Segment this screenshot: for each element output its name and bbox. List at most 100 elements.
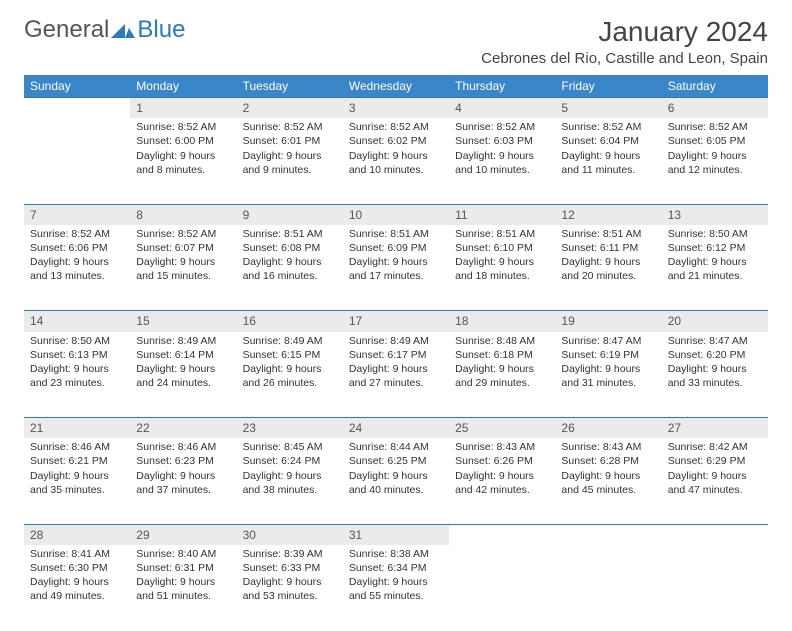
sunset-line: Sunset: 6:29 PM (668, 454, 762, 468)
day-info-cell: Sunrise: 8:52 AMSunset: 6:03 PMDaylight:… (449, 118, 555, 204)
day-number-cell: 21 (24, 418, 130, 439)
sunrise-line: Sunrise: 8:49 AM (243, 334, 337, 348)
sunrise-line: Sunrise: 8:41 AM (30, 547, 124, 561)
sunrise-line: Sunrise: 8:49 AM (136, 334, 230, 348)
sunrise-line: Sunrise: 8:42 AM (668, 440, 762, 454)
weekday-header: Saturday (662, 75, 768, 98)
day-number-cell: 19 (555, 311, 661, 332)
day-number-cell: 1 (130, 98, 236, 119)
weekday-header: Monday (130, 75, 236, 98)
day-number-cell: 9 (237, 204, 343, 225)
sunset-line: Sunset: 6:15 PM (243, 348, 337, 362)
daylight-line: Daylight: 9 hours and 8 minutes. (136, 149, 230, 177)
day-number-cell: 29 (130, 524, 236, 545)
sunset-line: Sunset: 6:20 PM (668, 348, 762, 362)
sunset-line: Sunset: 6:24 PM (243, 454, 337, 468)
daylight-line: Daylight: 9 hours and 13 minutes. (30, 255, 124, 283)
daylight-line: Daylight: 9 hours and 15 minutes. (136, 255, 230, 283)
day-number-cell: 7 (24, 204, 130, 225)
sunrise-line: Sunrise: 8:52 AM (243, 120, 337, 134)
day-number-cell: 18 (449, 311, 555, 332)
day-number-cell (662, 524, 768, 545)
sunset-line: Sunset: 6:03 PM (455, 134, 549, 148)
sunset-line: Sunset: 6:11 PM (561, 241, 655, 255)
day-info-cell: Sunrise: 8:46 AMSunset: 6:23 PMDaylight:… (130, 438, 236, 524)
sunset-line: Sunset: 6:17 PM (349, 348, 443, 362)
day-number-cell: 15 (130, 311, 236, 332)
weekday-header: Sunday (24, 75, 130, 98)
weekday-header: Wednesday (343, 75, 449, 98)
daylight-line: Daylight: 9 hours and 35 minutes. (30, 469, 124, 497)
page-header: General Blue January 2024 Cebrones del R… (24, 16, 768, 67)
day-info-cell: Sunrise: 8:49 AMSunset: 6:17 PMDaylight:… (343, 332, 449, 418)
sunrise-line: Sunrise: 8:40 AM (136, 547, 230, 561)
sunset-line: Sunset: 6:08 PM (243, 241, 337, 255)
day-info-cell: Sunrise: 8:52 AMSunset: 6:02 PMDaylight:… (343, 118, 449, 204)
day-info-cell: Sunrise: 8:39 AMSunset: 6:33 PMDaylight:… (237, 545, 343, 631)
day-info-cell (24, 118, 130, 204)
sunset-line: Sunset: 6:12 PM (668, 241, 762, 255)
daynum-row: 123456 (24, 98, 768, 119)
sunrise-line: Sunrise: 8:51 AM (243, 227, 337, 241)
title-block: January 2024 Cebrones del Rio, Castille … (481, 16, 768, 67)
sunrise-line: Sunrise: 8:43 AM (455, 440, 549, 454)
day-info-cell: Sunrise: 8:43 AMSunset: 6:28 PMDaylight:… (555, 438, 661, 524)
sunrise-line: Sunrise: 8:49 AM (349, 334, 443, 348)
sunset-line: Sunset: 6:01 PM (243, 134, 337, 148)
day-info-cell: Sunrise: 8:40 AMSunset: 6:31 PMDaylight:… (130, 545, 236, 631)
sunrise-line: Sunrise: 8:52 AM (455, 120, 549, 134)
day-info-cell: Sunrise: 8:42 AMSunset: 6:29 PMDaylight:… (662, 438, 768, 524)
day-number-cell: 28 (24, 524, 130, 545)
day-number-cell: 8 (130, 204, 236, 225)
daylight-line: Daylight: 9 hours and 18 minutes. (455, 255, 549, 283)
day-number-cell: 10 (343, 204, 449, 225)
daylight-line: Daylight: 9 hours and 12 minutes. (668, 149, 762, 177)
logo: General Blue (24, 16, 185, 44)
day-info-cell: Sunrise: 8:52 AMSunset: 6:06 PMDaylight:… (24, 225, 130, 311)
day-info-cell: Sunrise: 8:51 AMSunset: 6:09 PMDaylight:… (343, 225, 449, 311)
calendar-table: Sunday Monday Tuesday Wednesday Thursday… (24, 75, 768, 631)
sunrise-line: Sunrise: 8:47 AM (561, 334, 655, 348)
sunset-line: Sunset: 6:34 PM (349, 561, 443, 575)
info-row: Sunrise: 8:52 AMSunset: 6:06 PMDaylight:… (24, 225, 768, 311)
sunrise-line: Sunrise: 8:52 AM (561, 120, 655, 134)
sunset-line: Sunset: 6:04 PM (561, 134, 655, 148)
daylight-line: Daylight: 9 hours and 55 minutes. (349, 575, 443, 603)
day-number-cell: 2 (237, 98, 343, 119)
day-info-cell (662, 545, 768, 631)
weekday-header: Tuesday (237, 75, 343, 98)
day-number-cell: 4 (449, 98, 555, 119)
day-info-cell: Sunrise: 8:47 AMSunset: 6:20 PMDaylight:… (662, 332, 768, 418)
sunset-line: Sunset: 6:28 PM (561, 454, 655, 468)
day-info-cell: Sunrise: 8:51 AMSunset: 6:11 PMDaylight:… (555, 225, 661, 311)
sunset-line: Sunset: 6:26 PM (455, 454, 549, 468)
daylight-line: Daylight: 9 hours and 47 minutes. (668, 469, 762, 497)
daylight-line: Daylight: 9 hours and 42 minutes. (455, 469, 549, 497)
daynum-row: 78910111213 (24, 204, 768, 225)
weekday-header: Thursday (449, 75, 555, 98)
daylight-line: Daylight: 9 hours and 40 minutes. (349, 469, 443, 497)
daylight-line: Daylight: 9 hours and 10 minutes. (455, 149, 549, 177)
day-info-cell: Sunrise: 8:50 AMSunset: 6:12 PMDaylight:… (662, 225, 768, 311)
sunrise-line: Sunrise: 8:51 AM (349, 227, 443, 241)
sunset-line: Sunset: 6:00 PM (136, 134, 230, 148)
daylight-line: Daylight: 9 hours and 33 minutes. (668, 362, 762, 390)
sunrise-line: Sunrise: 8:39 AM (243, 547, 337, 561)
day-info-cell: Sunrise: 8:41 AMSunset: 6:30 PMDaylight:… (24, 545, 130, 631)
day-number-cell: 31 (343, 524, 449, 545)
day-info-cell: Sunrise: 8:46 AMSunset: 6:21 PMDaylight:… (24, 438, 130, 524)
sunrise-line: Sunrise: 8:48 AM (455, 334, 549, 348)
sunrise-line: Sunrise: 8:52 AM (136, 227, 230, 241)
day-number-cell: 16 (237, 311, 343, 332)
sunrise-line: Sunrise: 8:51 AM (455, 227, 549, 241)
location-label: Cebrones del Rio, Castille and Leon, Spa… (481, 50, 768, 67)
day-info-cell: Sunrise: 8:43 AMSunset: 6:26 PMDaylight:… (449, 438, 555, 524)
day-number-cell: 5 (555, 98, 661, 119)
sunset-line: Sunset: 6:31 PM (136, 561, 230, 575)
daylight-line: Daylight: 9 hours and 38 minutes. (243, 469, 337, 497)
sunset-line: Sunset: 6:07 PM (136, 241, 230, 255)
day-info-cell: Sunrise: 8:49 AMSunset: 6:14 PMDaylight:… (130, 332, 236, 418)
sunrise-line: Sunrise: 8:46 AM (136, 440, 230, 454)
info-row: Sunrise: 8:46 AMSunset: 6:21 PMDaylight:… (24, 438, 768, 524)
day-info-cell: Sunrise: 8:51 AMSunset: 6:10 PMDaylight:… (449, 225, 555, 311)
